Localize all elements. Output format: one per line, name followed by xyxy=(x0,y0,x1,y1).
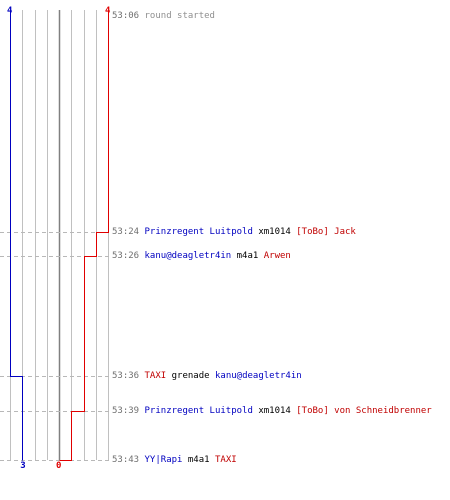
victim-name: Arwen xyxy=(263,251,291,261)
event-time: 53:24 xyxy=(112,227,140,237)
weapon-name: m4a1 xyxy=(236,251,259,261)
event-row: 53:39 Prinzregent Luitpold xm1014 [ToBo]… xyxy=(112,406,432,416)
weapon-name: xm1014 xyxy=(258,227,291,237)
killer-name: Prinzregent Luitpold xyxy=(144,406,253,416)
event-message: round started xyxy=(144,11,215,21)
killer-name: kanu@deagletr4in xyxy=(144,251,232,261)
victim-name: TAXI xyxy=(214,455,237,465)
weapon-name: m4a1 xyxy=(187,455,210,465)
event-row: 53:26 kanu@deagletr4in m4a1 Arwen xyxy=(112,251,291,261)
killer-name: Prinzregent Luitpold xyxy=(144,227,253,237)
event-time: 53:43 xyxy=(112,455,140,465)
victim-name: [ToBo] Jack xyxy=(296,227,356,237)
killer-name: YY|Rapi xyxy=(144,455,183,465)
victim-name: kanu@deagletr4in xyxy=(214,371,302,381)
event-row: 53:24 Prinzregent Luitpold xm1014 [ToBo]… xyxy=(112,227,356,237)
killer-name: TAXI xyxy=(144,371,167,381)
blue-end-score: 3 xyxy=(20,461,26,471)
event-row: 53:36 TAXI grenade kanu@deagletr4in xyxy=(112,371,302,381)
event-row: 53:43 YY|Rapi m4a1 TAXI xyxy=(112,455,237,465)
event-row: 53:06 round started xyxy=(112,11,215,21)
red-start-score: 4 xyxy=(105,6,111,16)
event-time: 53:39 xyxy=(112,406,140,416)
weapon-name: xm1014 xyxy=(258,406,291,416)
event-time: 53:26 xyxy=(112,251,140,261)
event-time: 53:36 xyxy=(112,371,140,381)
victim-name: [ToBo] von Schneidbrenner xyxy=(296,406,432,416)
weapon-name: grenade xyxy=(171,371,210,381)
blue-team-line xyxy=(10,10,23,461)
blue-start-score: 4 xyxy=(7,6,13,16)
event-time: 53:06 xyxy=(112,11,140,21)
red-team-line xyxy=(59,10,109,461)
red-end-score: 0 xyxy=(56,461,62,471)
